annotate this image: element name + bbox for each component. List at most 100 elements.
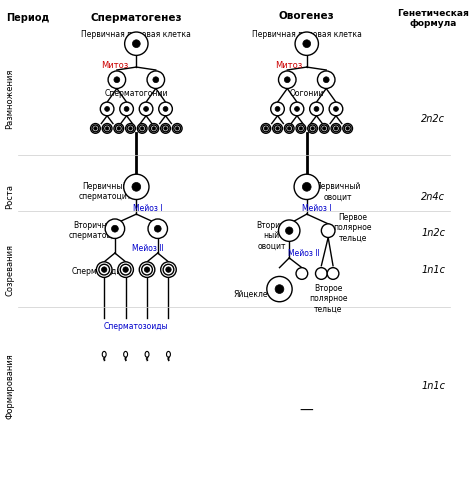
Text: 2n4c: 2n4c	[421, 192, 446, 202]
Circle shape	[294, 174, 319, 200]
Circle shape	[343, 124, 353, 133]
Circle shape	[161, 262, 176, 278]
Text: Второе
полярное
тельце: Второе полярное тельце	[309, 284, 347, 314]
Text: Сперматогонии: Сперматогонии	[105, 89, 168, 98]
Circle shape	[124, 106, 129, 111]
Text: Формирования: Формирования	[5, 353, 14, 420]
Text: Митоз: Митоз	[275, 61, 303, 70]
Circle shape	[91, 124, 100, 133]
Circle shape	[137, 124, 147, 133]
Circle shape	[275, 285, 284, 293]
Circle shape	[276, 127, 279, 130]
Circle shape	[152, 127, 155, 130]
Circle shape	[264, 127, 268, 130]
Text: Митоз: Митоз	[101, 61, 128, 70]
Circle shape	[261, 124, 271, 133]
Circle shape	[101, 267, 107, 272]
Text: 1n1c: 1n1c	[421, 265, 446, 275]
Text: Мейоз II: Мейоз II	[132, 244, 164, 253]
Circle shape	[267, 277, 292, 302]
Circle shape	[149, 124, 159, 133]
Text: 1n2c: 1n2c	[421, 228, 446, 238]
Text: Сперматиды: Сперматиды	[72, 267, 123, 276]
Circle shape	[105, 127, 109, 130]
Circle shape	[132, 182, 141, 191]
Circle shape	[303, 40, 310, 48]
Circle shape	[139, 262, 155, 278]
Circle shape	[139, 102, 153, 116]
Circle shape	[114, 77, 120, 83]
Circle shape	[173, 124, 182, 133]
Text: Генетическая
формула: Генетическая формула	[397, 9, 469, 28]
Circle shape	[124, 174, 149, 200]
Text: Первичный
овоцит: Первичный овоцит	[315, 182, 361, 202]
Text: Первичная половая клетка: Первичная половая клетка	[252, 31, 362, 39]
Circle shape	[321, 224, 335, 238]
Circle shape	[290, 102, 304, 116]
Circle shape	[96, 262, 112, 278]
Circle shape	[296, 124, 306, 133]
Text: Период: Период	[6, 13, 49, 23]
Circle shape	[284, 77, 290, 83]
Text: Размножения: Размножения	[5, 69, 14, 129]
Text: Мейоз II: Мейоз II	[288, 248, 319, 257]
Circle shape	[164, 127, 167, 130]
Circle shape	[329, 102, 343, 116]
Ellipse shape	[102, 352, 106, 357]
Text: Роста: Роста	[5, 184, 14, 209]
Text: 2n2c: 2n2c	[421, 114, 446, 124]
Circle shape	[334, 127, 337, 130]
Circle shape	[271, 102, 284, 116]
Circle shape	[102, 124, 112, 133]
Text: Овогенез: Овогенез	[279, 11, 335, 21]
Circle shape	[108, 71, 126, 88]
Text: Первое
полярное
тельце: Первое полярное тельце	[333, 213, 372, 243]
Ellipse shape	[124, 352, 128, 357]
Circle shape	[163, 106, 168, 111]
Ellipse shape	[145, 352, 149, 357]
Circle shape	[155, 225, 161, 232]
Text: Первичная половая клетка: Первичная половая клетка	[82, 31, 191, 39]
Circle shape	[346, 127, 349, 130]
Circle shape	[275, 106, 280, 111]
Circle shape	[129, 127, 132, 130]
Circle shape	[323, 77, 329, 83]
Circle shape	[147, 71, 164, 88]
Circle shape	[153, 77, 159, 83]
Circle shape	[118, 262, 133, 278]
Circle shape	[161, 124, 171, 133]
Circle shape	[123, 267, 128, 272]
Circle shape	[296, 268, 308, 280]
Circle shape	[310, 102, 323, 116]
Circle shape	[284, 124, 294, 133]
Circle shape	[308, 124, 318, 133]
Circle shape	[334, 106, 338, 111]
Text: Сперматозоиды: Сперматозоиды	[104, 321, 169, 331]
Circle shape	[311, 127, 314, 130]
Circle shape	[94, 127, 97, 130]
Circle shape	[132, 40, 140, 48]
Text: 1n1c: 1n1c	[421, 382, 446, 391]
Circle shape	[114, 124, 124, 133]
Text: Оогонии: Оогонии	[290, 89, 324, 98]
Circle shape	[117, 127, 120, 130]
Circle shape	[302, 182, 311, 191]
Circle shape	[295, 32, 319, 55]
Circle shape	[111, 225, 118, 232]
Text: Первичный
сперматоцит: Первичный сперматоцит	[79, 182, 132, 202]
Circle shape	[140, 127, 144, 130]
Text: Мейоз I: Мейоз I	[302, 204, 331, 213]
Circle shape	[120, 102, 133, 116]
Circle shape	[144, 106, 148, 111]
Circle shape	[125, 32, 148, 55]
Text: —: —	[300, 404, 314, 418]
Circle shape	[314, 106, 319, 111]
Circle shape	[322, 127, 326, 130]
Circle shape	[148, 219, 167, 239]
Text: Вторич-
ный
овоцит: Вторич- ный овоцит	[256, 221, 287, 250]
Circle shape	[294, 106, 300, 111]
Ellipse shape	[166, 352, 171, 357]
Circle shape	[285, 227, 293, 234]
Circle shape	[166, 267, 171, 272]
Circle shape	[287, 127, 291, 130]
